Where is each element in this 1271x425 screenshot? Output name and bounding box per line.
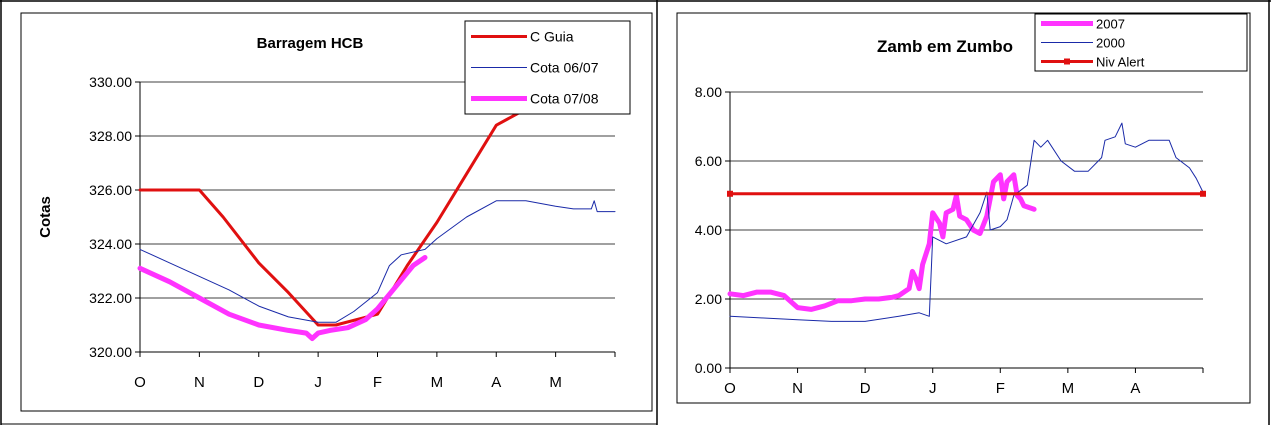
series-marker	[1200, 190, 1206, 197]
legend-label: 2007	[1096, 17, 1125, 32]
x-tick-label: F	[996, 380, 1005, 397]
y-tick-label: 326.00	[89, 182, 132, 198]
chart-area	[676, 12, 1251, 404]
x-tick-label: D	[253, 374, 264, 391]
legend-label: Cota 06/07	[530, 60, 599, 76]
y-axis-label: Cotas	[37, 196, 54, 238]
series-line-2	[137, 255, 428, 341]
y-tick-label: 328.00	[89, 128, 132, 144]
series-marker	[727, 190, 733, 197]
x-tick-label: O	[134, 374, 146, 391]
x-tick-label: F	[373, 374, 382, 391]
y-tick-label: 4.00	[695, 222, 722, 238]
y-tick-label: 322.00	[89, 290, 132, 306]
x-tick-label: D	[860, 380, 871, 397]
chart-barragem-hcb: 320.00 322.00 324.00 326.00 328.00 330.00 O N D J…	[20, 12, 653, 412]
y-tick-label: 324.00	[89, 236, 132, 252]
x-tick-label: O	[724, 380, 736, 397]
chart-title: Zamb em Zumbo	[877, 37, 1013, 56]
x-tick-label: M	[549, 374, 562, 391]
x-tick-label: J	[314, 374, 322, 391]
y-tick-label: 6.00	[695, 153, 722, 169]
y-tick-label: 320.00	[89, 344, 132, 360]
series-line-0	[138, 107, 617, 327]
chart-title: Barragem HCB	[257, 35, 364, 52]
series-line-0	[727, 172, 1037, 312]
y-tick-label: 8.00	[695, 84, 722, 100]
x-tick-label: N	[792, 380, 803, 397]
series-line-1	[139, 200, 616, 323]
legend-label: C Guia	[530, 29, 574, 45]
legend-label: Cota 07/08	[530, 91, 599, 107]
x-tick-label: A	[1130, 380, 1140, 397]
x-tick-label: J	[929, 380, 937, 397]
y-tick-label: 330.00	[89, 74, 132, 90]
y-tick-label: 0.00	[695, 360, 722, 376]
x-tick-label: M	[431, 374, 444, 391]
series-line-1	[729, 122, 1204, 322]
chart-zamb-em-zumbo: 0.00 2.00 4.00 6.00 8.00 O N D J F M A Zamb em Zumbo…	[676, 12, 1251, 404]
x-tick-label: A	[491, 374, 501, 391]
y-tick-label: 2.00	[695, 291, 722, 307]
legend-label: Niv Alert	[1096, 55, 1145, 70]
x-tick-label: M	[1062, 380, 1075, 397]
legend-label: 2000	[1096, 36, 1125, 51]
legend-swatch-marker	[1064, 58, 1070, 65]
x-tick-label: N	[194, 374, 205, 391]
